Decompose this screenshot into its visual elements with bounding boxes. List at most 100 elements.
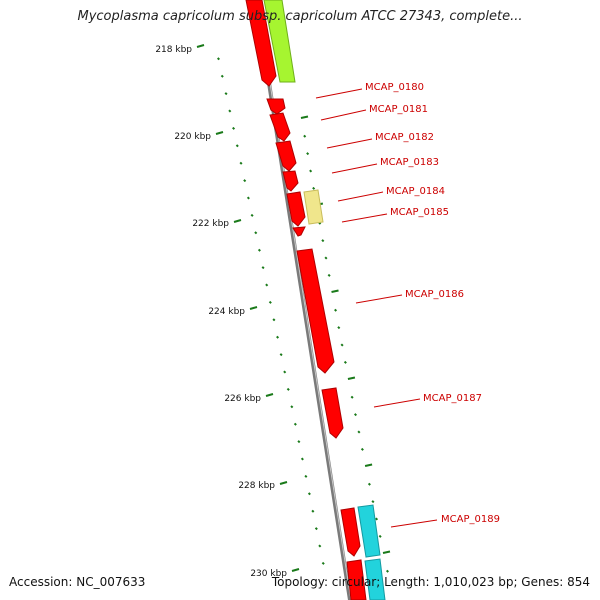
leader-mcap-0180 <box>315 88 363 99</box>
outer-minor-tick <box>371 500 375 504</box>
outer-minor-tick <box>300 115 309 119</box>
gene-mcap-0184[interactable] <box>303 189 324 225</box>
gene-mcap-0185[interactable] <box>286 191 306 227</box>
outer-minor-tick <box>385 569 389 573</box>
inner-minor-tick <box>300 457 304 461</box>
outer-minor-tick <box>382 550 391 554</box>
inner-minor-tick <box>272 318 276 322</box>
gene-mcap-0186[interactable] <box>296 248 335 374</box>
outer-minor-tick <box>331 289 339 293</box>
scale-major-ticks <box>196 44 300 572</box>
scale-labels: 218 kbp 220 kbp 222 kbp 224 kbp 226 kbp … <box>155 45 287 579</box>
scale-label-220: 220 kbp <box>174 132 211 142</box>
inner-minor-tick <box>293 422 297 426</box>
genome-summary-text: Topology: circular; Length: 1,010,023 bp… <box>271 575 590 589</box>
gene-mcap-0185b[interactable] <box>292 226 306 237</box>
map-title: Mycoplasma capricolum subsp. capricolum … <box>77 9 523 24</box>
gene-bottom-cyan[interactable] <box>364 558 386 600</box>
inner-minor-tick <box>286 387 290 391</box>
inner-minor-tick <box>321 561 325 565</box>
major-tick-224 <box>249 306 258 310</box>
gene-mcap-0182[interactable] <box>269 112 291 142</box>
inner-minor-tick <box>268 300 272 304</box>
inner-minor-tick <box>276 335 280 339</box>
outer-minor-tick <box>360 447 364 451</box>
gene-bottom-red[interactable] <box>346 559 367 600</box>
label-mcap-0187[interactable]: MCAP_0187 <box>423 393 482 404</box>
label-leaders <box>315 88 438 528</box>
gene-mcap-0189[interactable] <box>340 507 361 557</box>
outer-minor-tick <box>324 256 328 260</box>
gene-mcap-0181[interactable] <box>266 98 286 115</box>
outer-minor-tick <box>303 134 307 138</box>
inner-minor-tick <box>261 266 265 270</box>
scale-label-224: 224 kbp <box>208 307 245 317</box>
leader-mcap-0186 <box>355 294 403 304</box>
gene-features <box>245 0 386 600</box>
gene-mcap-0187[interactable] <box>321 387 344 439</box>
inner-minor-tick <box>239 161 243 165</box>
label-mcap-0180[interactable]: MCAP_0180 <box>365 82 424 93</box>
scale-label-226: 226 kbp <box>224 394 261 404</box>
scale-label-228: 228 kbp <box>238 481 275 491</box>
scale-label-230: 230 kbp <box>250 569 287 579</box>
major-tick-230 <box>291 568 300 572</box>
leader-mcap-0184 <box>337 191 384 202</box>
label-mcap-0185[interactable]: MCAP_0185 <box>390 207 449 218</box>
label-mcap-0189[interactable]: MCAP_0189 <box>441 514 500 525</box>
outer-minor-tick <box>309 169 313 173</box>
scale-label-218: 218 kbp <box>155 45 192 55</box>
major-tick-226 <box>265 393 274 397</box>
inner-minor-tick <box>220 74 224 78</box>
leader-mcap-0189 <box>390 519 438 528</box>
gene-labels: MCAP_0180 MCAP_0181 MCAP_0182 MCAP_0183 … <box>365 82 500 525</box>
label-mcap-0186[interactable]: MCAP_0186 <box>405 289 464 300</box>
label-mcap-0181[interactable]: MCAP_0181 <box>369 104 428 115</box>
outer-minor-tick <box>340 343 344 347</box>
scale-label-222: 222 kbp <box>192 219 229 229</box>
inner-minor-tick <box>232 126 236 130</box>
outer-minor-tick <box>343 360 347 364</box>
inner-minor-tick <box>311 509 315 513</box>
accession-text: Accession: NC_007633 <box>9 575 146 589</box>
outer-minor-tick <box>350 395 354 399</box>
inner-minor-tick <box>304 474 308 478</box>
gene-mcap-0183[interactable] <box>275 140 297 172</box>
inner-minor-tick <box>250 213 254 217</box>
outer-minor-tick <box>375 517 379 521</box>
gene-cyan-bottom[interactable] <box>357 504 381 558</box>
inner-minor-tick <box>283 370 287 374</box>
inner-minor-tick <box>246 196 250 200</box>
outer-minor-tick <box>306 152 310 156</box>
inner-minor-tick <box>243 179 247 183</box>
inner-minor-tick <box>290 405 294 409</box>
outer-minor-tick <box>334 308 338 312</box>
major-tick-220 <box>215 131 224 135</box>
outer-minor-tick <box>364 463 373 467</box>
inner-minor-tick <box>224 92 228 96</box>
leader-mcap-0185 <box>341 213 388 223</box>
outer-minor-tick <box>347 376 356 380</box>
outer-scale-ticks <box>300 115 391 573</box>
major-tick-222 <box>233 219 242 223</box>
label-mcap-0184[interactable]: MCAP_0184 <box>386 186 445 197</box>
inner-minor-tick <box>254 231 258 235</box>
leader-mcap-0182 <box>326 138 373 149</box>
backbone-highlight <box>256 0 352 600</box>
outer-minor-tick <box>378 534 382 538</box>
inner-minor-tick <box>257 248 261 252</box>
label-mcap-0182[interactable]: MCAP_0182 <box>375 132 434 143</box>
major-tick-228 <box>279 481 288 485</box>
gene-mcap-0180[interactable] <box>245 0 277 87</box>
gene-mcap-0183b[interactable] <box>282 170 299 192</box>
outer-minor-tick <box>327 273 331 277</box>
gene-lime-top[interactable] <box>263 0 296 83</box>
outer-minor-tick <box>337 326 341 330</box>
label-mcap-0183[interactable]: MCAP_0183 <box>380 157 439 168</box>
outer-minor-tick <box>353 413 358 417</box>
inner-minor-tick <box>279 353 283 357</box>
backbone-line <box>254 0 352 600</box>
inner-minor-tick <box>307 492 311 496</box>
